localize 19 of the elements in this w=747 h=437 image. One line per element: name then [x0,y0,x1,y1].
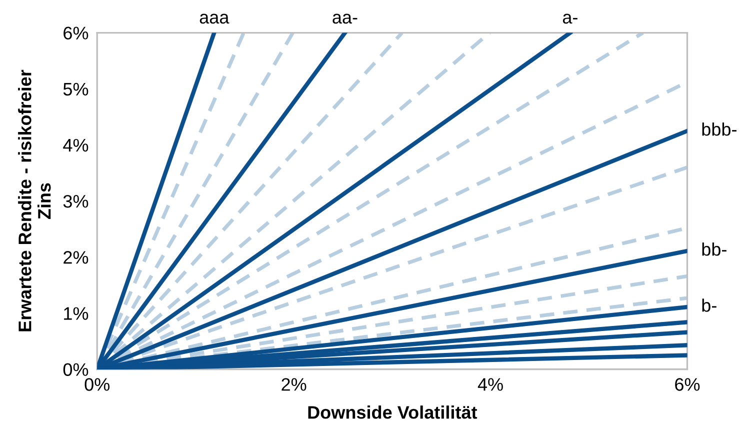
x-axis-title: Downside Volatilität [308,406,478,419]
series-label: a- [562,14,578,24]
x-tick-label: 2% [282,378,306,391]
x-tick-label: 0% [84,378,110,391]
y-tick-label: 0% [63,363,88,376]
y-tick-label: 1% [64,307,88,320]
series-label: bb- [702,242,726,256]
y-tick-label: 4% [63,138,88,152]
series-label: bbb- [702,122,736,136]
y-axis-title: Erwartete Rendite - risikofreier Zins [18,70,51,332]
series-label: b- [702,298,716,312]
y-tick-label: 3% [63,194,88,208]
series-label: aaa [200,14,230,24]
x-tick-label: 6% [675,378,700,391]
y-tick-label: 2% [64,251,88,264]
x-tick-label: 4% [478,378,503,391]
y-tick-label: 6% [64,26,88,40]
y-tick-label: 5% [63,82,88,96]
series-label: aa- [332,14,358,24]
